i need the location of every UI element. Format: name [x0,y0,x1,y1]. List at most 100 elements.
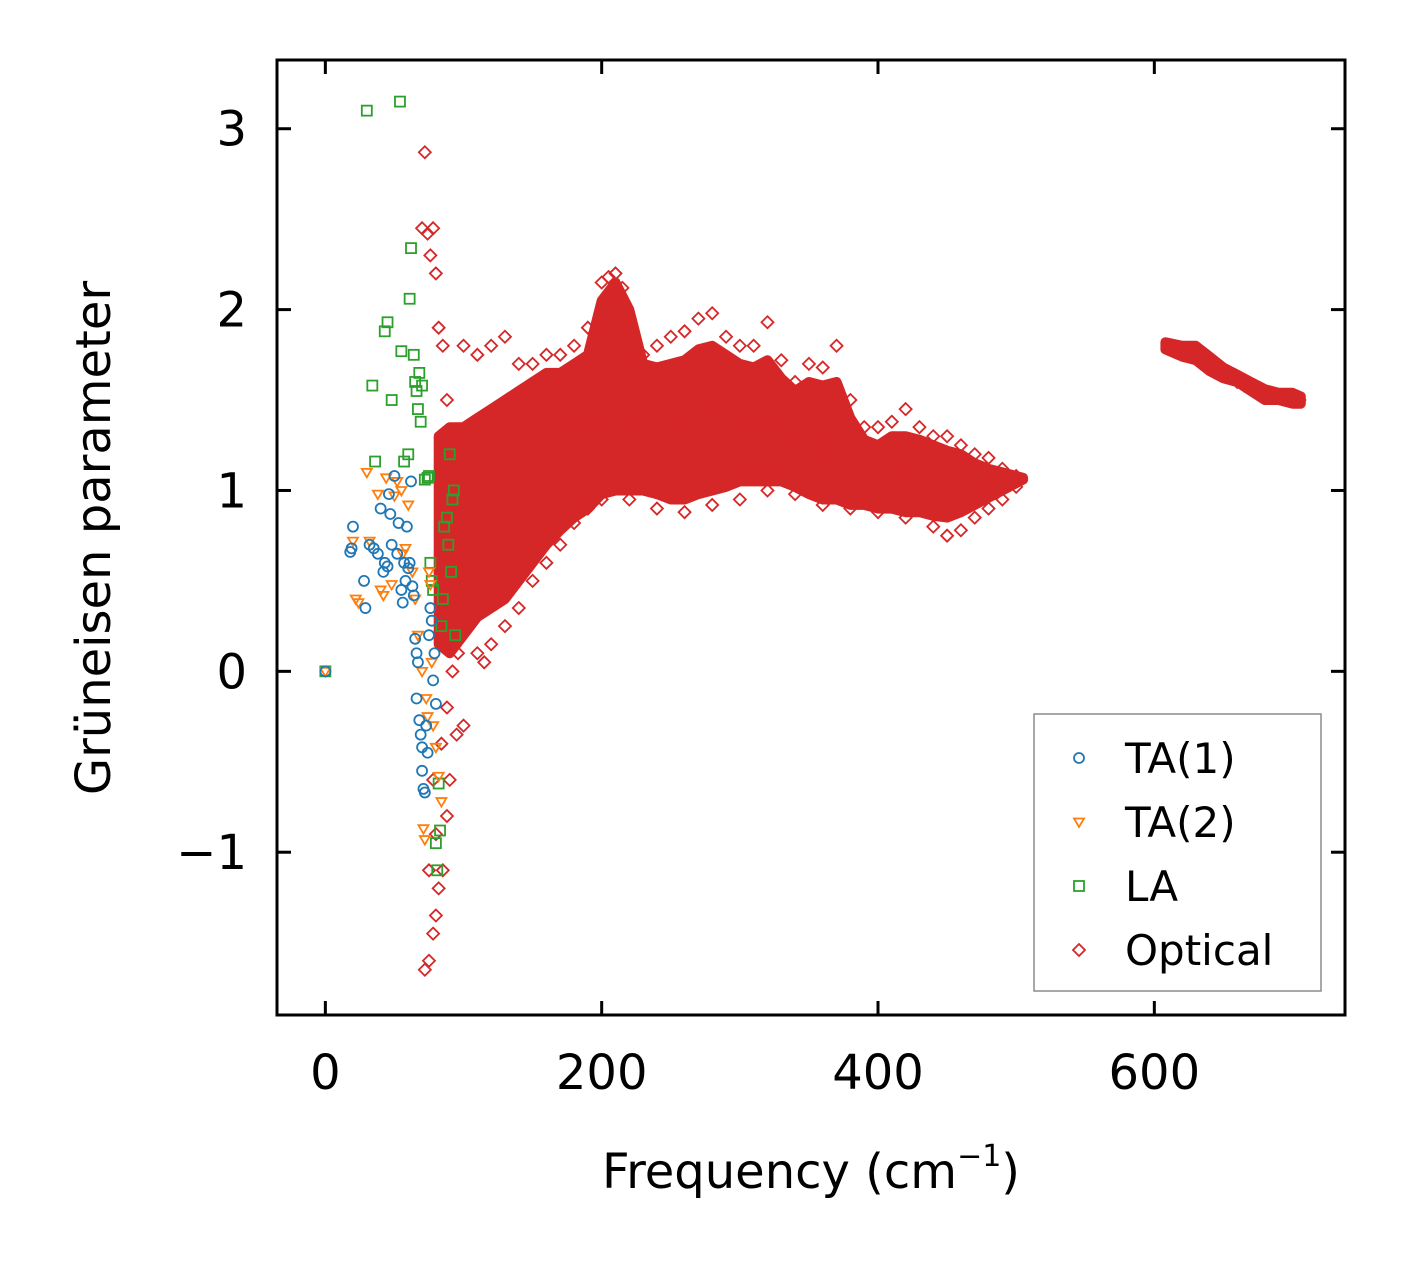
point-optical [1223,371,1238,386]
point-ta1 [400,520,413,533]
x-tick-label: 400 [832,1045,924,1101]
point-ta1 [427,674,440,687]
point-la [412,403,424,415]
legend-label-ta2: TA(2) [1124,798,1236,847]
point-ta2 [434,797,448,809]
point-optical [456,718,471,733]
point-optical [677,419,692,435]
point-ta2 [376,590,390,603]
point-optical [511,356,527,372]
point-optical [967,447,982,462]
point-ta1 [374,502,387,515]
point-ta2 [346,536,360,548]
legend-box [1033,713,1322,992]
point-optical [622,492,637,507]
point-optical [497,618,513,634]
point-optical [1008,479,1024,495]
point-optical [995,492,1010,507]
point-optical [732,410,748,426]
plot-frame [275,58,1347,1017]
point-optical [912,419,927,435]
point-optical [898,510,913,525]
point-optical [421,953,437,969]
point-ta2 [360,467,374,480]
point-optical [470,347,485,363]
point-optical [497,329,513,345]
point-ta1 [421,746,434,759]
point-optical [539,428,554,444]
point-ta1 [418,786,431,799]
point-ta2 [398,543,413,556]
y-tick-label: 3 [216,102,247,158]
point-la [395,345,408,358]
point-la [429,837,442,850]
point-optical [649,410,665,426]
point-optical [1188,347,1204,363]
legend-marker-ta2 [1072,817,1086,829]
point-optical [566,515,582,531]
legend-label-optical: Optical [1125,926,1273,975]
point-optical [539,555,554,571]
point-la [436,593,449,605]
point-optical [677,504,692,520]
point-la [449,629,462,642]
point-optical [953,522,969,538]
point-optical [434,736,449,751]
point-optical [1174,342,1190,357]
legend-label-ta1: TA(1) [1124,734,1236,783]
x-axis-title-superscript: −1 [957,1139,1001,1174]
point-optical [981,474,996,489]
point-optical [843,392,858,408]
point-ta2 [371,489,385,501]
point-optical [787,374,803,390]
point-optical [801,356,817,372]
point-optical [677,324,692,339]
point-ta2 [425,657,439,670]
point-optical [732,492,748,507]
x-tick-label: 600 [1109,1045,1201,1101]
point-la [421,471,434,484]
point-optical [718,329,734,345]
point-ta1 [425,614,438,627]
point-la [447,484,460,497]
point-la [434,824,446,837]
point-optical [1257,389,1273,404]
point-optical [815,497,831,513]
point-optical [525,573,540,589]
point-optical [704,401,720,417]
point-optical [981,450,996,466]
point-optical [926,428,941,444]
point-ta2 [418,835,432,847]
optical-dense-band-1 [433,277,1029,659]
point-la [432,777,445,790]
point-ta1 [378,556,391,569]
point-optical [417,144,433,160]
point-la [423,470,435,482]
point-optical [704,497,720,513]
point-optical [870,419,886,435]
point-ta1 [428,647,441,660]
point-optical [476,655,492,670]
point-optical [566,419,582,435]
point-optical [594,492,609,507]
point-la [360,104,373,117]
point-la [416,379,428,392]
point-la [445,565,457,578]
point-ta2 [401,500,415,512]
point-ta1 [402,562,415,575]
point-ta2 [421,712,435,724]
y-tick-label: −1 [176,825,247,881]
point-ta2 [362,536,377,548]
point-optical [608,266,623,281]
point-ta1 [345,542,358,555]
point-optical [760,314,775,330]
point-ta1 [384,508,397,520]
point-la [446,493,459,506]
point-ta2 [379,473,393,485]
point-optical [663,329,679,345]
y-tick-label: 0 [216,644,247,700]
point-optical [981,501,996,516]
point-ta2 [415,666,429,679]
point-optical [815,437,831,453]
point-ta2 [374,585,388,597]
